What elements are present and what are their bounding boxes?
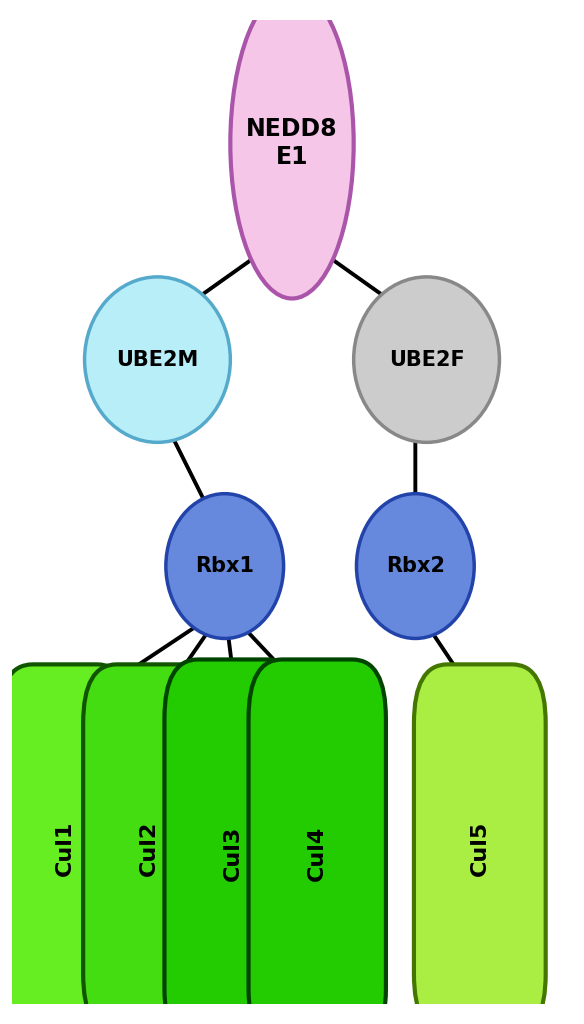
- Text: NEDD8
E1: NEDD8 E1: [246, 118, 338, 169]
- FancyBboxPatch shape: [0, 665, 131, 1024]
- FancyBboxPatch shape: [414, 665, 545, 1024]
- Ellipse shape: [85, 276, 230, 442]
- Ellipse shape: [354, 276, 499, 442]
- Text: Cul5: Cul5: [470, 821, 490, 877]
- Ellipse shape: [166, 494, 284, 638]
- Text: Rbx1: Rbx1: [195, 556, 254, 577]
- Ellipse shape: [356, 494, 474, 638]
- FancyBboxPatch shape: [165, 659, 302, 1024]
- Text: UBE2F: UBE2F: [389, 349, 464, 370]
- Text: UBE2M: UBE2M: [116, 349, 199, 370]
- FancyBboxPatch shape: [83, 665, 215, 1024]
- Text: Cul4: Cul4: [307, 826, 327, 882]
- Ellipse shape: [230, 0, 354, 298]
- Text: Cul3: Cul3: [223, 826, 243, 882]
- Text: Rbx2: Rbx2: [386, 556, 445, 577]
- FancyBboxPatch shape: [249, 659, 386, 1024]
- Text: Cul2: Cul2: [139, 821, 159, 877]
- Text: Cul1: Cul1: [55, 821, 75, 877]
